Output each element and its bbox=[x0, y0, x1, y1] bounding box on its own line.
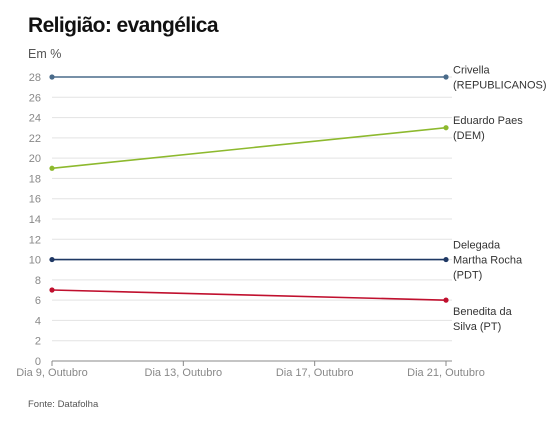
data-point bbox=[49, 287, 55, 293]
y-tick-label: 18 bbox=[29, 173, 41, 185]
y-tick-label: 16 bbox=[29, 194, 41, 206]
x-tick-label: Dia 17, Outubro bbox=[276, 367, 354, 379]
x-tick-label: Dia 9, Outubro bbox=[16, 367, 88, 379]
chart-title: Religião: evangélica bbox=[28, 14, 219, 37]
data-point bbox=[443, 256, 449, 263]
series-line bbox=[51, 289, 447, 301]
x-tick-label: Dia 21, Outubro bbox=[407, 367, 485, 379]
data-point bbox=[443, 74, 449, 80]
y-tick-label: 24 bbox=[29, 113, 41, 125]
data-point bbox=[49, 256, 55, 263]
y-tick-label: 14 bbox=[29, 214, 41, 226]
x-axis: Dia 9, Outubro Dia 13, Outubro Dia 17, Out… bbox=[16, 361, 485, 379]
data-point bbox=[49, 74, 55, 80]
series-labels: Crivella (REPUBLICANOS) Eduardo Paes (DEM) D… bbox=[453, 65, 547, 334]
y-tick-label: 0 bbox=[35, 356, 41, 368]
y-tick-label: 22 bbox=[29, 133, 41, 145]
y-tick-label: 28 bbox=[29, 72, 41, 84]
data-point bbox=[443, 125, 449, 131]
chart-subtitle: Em % bbox=[28, 47, 62, 61]
series-line bbox=[51, 126, 447, 170]
y-tick-label: 26 bbox=[29, 92, 41, 104]
gridlines bbox=[52, 76, 452, 362]
source-note: Fonte: Datafolha bbox=[28, 399, 99, 410]
y-tick-label: 8 bbox=[35, 275, 41, 287]
series-label: Eduardo Paes (DEM) bbox=[453, 115, 523, 142]
y-tick-label: 2 bbox=[35, 336, 41, 348]
x-tick-label: Dia 13, Outubro bbox=[145, 367, 223, 379]
series-label: Crivella (REPUBLICANOS) bbox=[453, 65, 547, 92]
y-tick-label: 6 bbox=[35, 295, 41, 307]
series-label: Delegada Martha Rocha (PDT) bbox=[453, 240, 523, 282]
y-tick-label: 20 bbox=[29, 153, 41, 165]
y-tick-label: 4 bbox=[35, 315, 41, 327]
y-tick-label: 12 bbox=[29, 234, 41, 246]
data-point bbox=[443, 297, 449, 303]
series-label: Benedita da Silva (PT) bbox=[453, 306, 513, 333]
data-point bbox=[49, 165, 55, 171]
y-tick-label: 10 bbox=[29, 255, 41, 267]
series-lines bbox=[49, 74, 449, 303]
